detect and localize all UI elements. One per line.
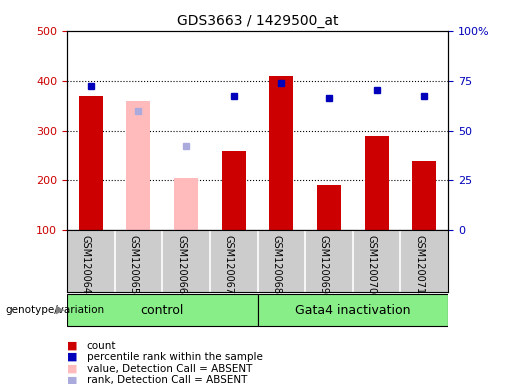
Text: GSM120070: GSM120070 xyxy=(367,235,376,295)
Text: GSM120071: GSM120071 xyxy=(414,235,424,295)
Text: ■: ■ xyxy=(67,341,77,351)
Text: GSM120068: GSM120068 xyxy=(271,235,281,294)
Text: GSM120069: GSM120069 xyxy=(319,235,329,294)
Bar xyxy=(222,151,246,230)
Bar xyxy=(127,101,150,230)
Title: GDS3663 / 1429500_at: GDS3663 / 1429500_at xyxy=(177,14,338,28)
Text: ▶: ▶ xyxy=(56,305,64,315)
Text: Gata4 inactivation: Gata4 inactivation xyxy=(295,304,410,316)
Text: GSM120064: GSM120064 xyxy=(81,235,91,294)
FancyBboxPatch shape xyxy=(67,294,258,326)
Text: genotype/variation: genotype/variation xyxy=(5,305,104,315)
Bar xyxy=(365,136,388,230)
Text: ■: ■ xyxy=(67,352,77,362)
Text: rank, Detection Call = ABSENT: rank, Detection Call = ABSENT xyxy=(87,375,247,384)
Text: ■: ■ xyxy=(67,375,77,384)
Text: control: control xyxy=(141,304,184,316)
Text: GSM120067: GSM120067 xyxy=(224,235,234,295)
Bar xyxy=(269,76,293,230)
Text: percentile rank within the sample: percentile rank within the sample xyxy=(87,352,263,362)
Bar xyxy=(79,96,102,230)
Text: ■: ■ xyxy=(67,364,77,374)
FancyBboxPatch shape xyxy=(258,294,448,326)
Bar xyxy=(174,178,198,230)
Text: GSM120065: GSM120065 xyxy=(128,235,139,295)
Bar xyxy=(317,185,341,230)
Text: value, Detection Call = ABSENT: value, Detection Call = ABSENT xyxy=(87,364,252,374)
Text: count: count xyxy=(87,341,116,351)
Text: GSM120066: GSM120066 xyxy=(176,235,186,294)
Bar xyxy=(413,161,436,230)
